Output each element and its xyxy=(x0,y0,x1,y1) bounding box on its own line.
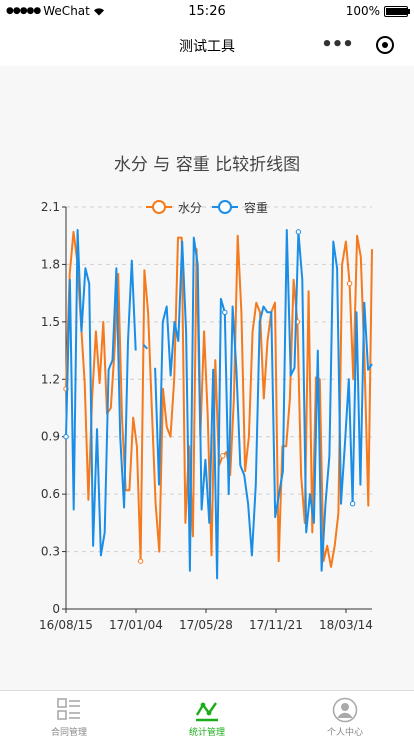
tab-statistics-management[interactable]: 统计管理 xyxy=(138,691,276,742)
y-tick-label: 2.1 xyxy=(41,200,60,214)
series-point-2 xyxy=(349,501,356,507)
status-bar: ●●●●● WeChat 15:26 100% xyxy=(0,0,414,24)
series-point-2 xyxy=(63,434,69,440)
line-chart: 0 0.3 0.6 0.9 1.2 1.5 1.8 2.1 16/08/15 17/01/04 17… xyxy=(39,200,373,632)
battery-percent: 100% xyxy=(345,4,380,18)
x-tick-label: 18/03/14 xyxy=(319,618,373,632)
series-point-1 xyxy=(220,453,226,459)
signal-strength-icon: ●●●●● xyxy=(6,6,41,16)
y-tick-label: 0.9 xyxy=(41,430,60,444)
tab-personal-center[interactable]: 个人中心 xyxy=(276,691,414,742)
signal-carrier: ●●●●● WeChat xyxy=(6,4,105,18)
navigation-bar: 测试工具 ••• xyxy=(0,24,414,66)
contract-list-icon xyxy=(57,698,80,720)
status-time: 15:26 xyxy=(188,4,226,19)
y-tick-label: 1.8 xyxy=(41,257,60,271)
legend-label: 容重 xyxy=(244,200,268,215)
y-tick-label: 0.6 xyxy=(41,487,60,501)
legend-marker xyxy=(152,200,166,214)
series-line-2 xyxy=(154,229,373,580)
y-tick-label: 1.5 xyxy=(41,315,60,329)
x-tick-label: 17/11/21 xyxy=(249,618,303,632)
user-avatar-icon xyxy=(332,697,358,723)
tab-contract-management[interactable]: 合同管理 xyxy=(0,691,138,742)
series-point-2 xyxy=(222,309,228,315)
y-tick-label: 0 xyxy=(52,602,60,616)
x-tick-label: 17/05/28 xyxy=(179,618,233,632)
page-title: 测试工具 xyxy=(179,39,235,55)
legend-label: 水分 xyxy=(178,201,202,215)
y-tick-label: 0.3 xyxy=(41,545,60,559)
legend-marker xyxy=(218,200,232,214)
y-tick-label: 1.2 xyxy=(41,372,60,386)
more-icon[interactable]: ••• xyxy=(321,34,354,55)
carrier-name: WeChat xyxy=(43,4,90,18)
tab-label: 合同管理 xyxy=(50,728,87,738)
miniprogram-capsule: ••• xyxy=(320,32,400,58)
series-point-2 xyxy=(295,229,302,235)
series-point-1 xyxy=(346,280,353,287)
series-point-1 xyxy=(137,558,144,564)
battery-status: 100% xyxy=(345,4,410,18)
wifi-icon xyxy=(93,7,104,15)
series-line-2 xyxy=(65,229,137,557)
chart-title: 水分 与 容重 比较折线图 xyxy=(113,155,301,175)
statistics-chart-icon xyxy=(195,702,218,722)
tab-label: 个人中心 xyxy=(326,728,363,738)
x-tick-label: 16/08/15 xyxy=(39,618,93,632)
tab-bar: 合同管理 统计管理 个人中心 xyxy=(0,690,414,742)
series-line-2 xyxy=(142,344,149,350)
tab-label: 统计管理 xyxy=(188,728,225,738)
x-tick-label: 17/01/04 xyxy=(109,618,163,632)
close-miniprogram-icon[interactable] xyxy=(376,36,394,54)
battery-icon xyxy=(384,5,410,17)
